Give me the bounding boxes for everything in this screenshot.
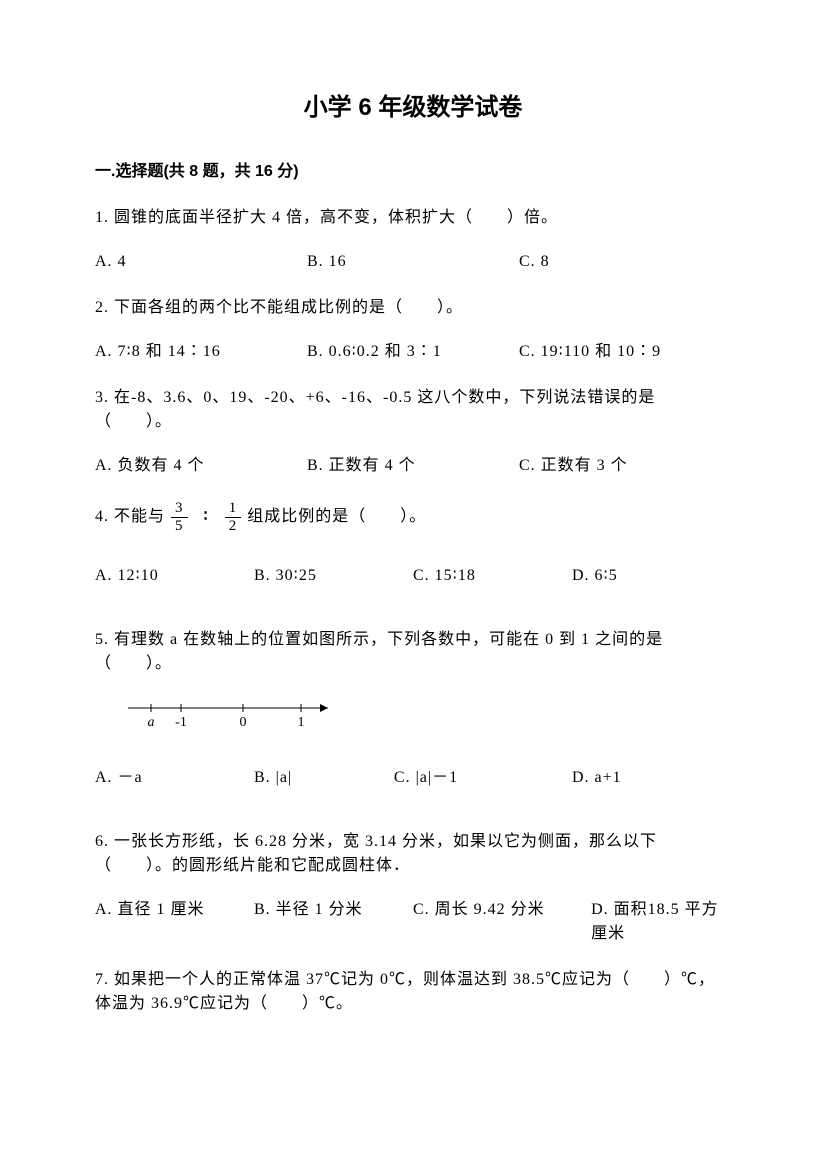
q2-option-a: A. 7∶8 和 14∶16 (95, 340, 307, 364)
q4-option-a: A. 12∶10 (95, 564, 254, 588)
q4-option-c: C. 15∶18 (413, 564, 572, 588)
q2-option-b: B. 0.6∶0.2 和 3∶1 (307, 340, 519, 364)
q4-prefix: 4. 不能与 (95, 505, 165, 529)
q3-options: A. 负数有 4 个 B. 正数有 4 个 C. 正数有 3 个 (95, 454, 731, 478)
question-2: 2. 下面各组的两个比不能组成比例的是（ ）。 A. 7∶8 和 14∶16 B… (95, 296, 731, 364)
q6-option-c: C. 周长 9.42 分米 (413, 898, 591, 946)
q3-option-a: A. 负数有 4 个 (95, 454, 307, 478)
q4-option-b: B. 30∶25 (254, 564, 413, 588)
q4-frac2-den: 2 (225, 518, 242, 535)
q4-frac1-num: 3 (171, 500, 188, 518)
q5-numberline: a -1 0 1 (123, 696, 731, 744)
q4-colon: ∶ (204, 505, 209, 529)
numberline-arrow (320, 704, 328, 712)
q6-option-d: D. 面积18.5 平方厘米 (591, 898, 731, 946)
q2-options: A. 7∶8 和 14∶16 B. 0.6∶0.2 和 3∶1 C. 19∶11… (95, 340, 731, 364)
q4-fraction-2: 1 2 (225, 500, 242, 534)
label-1: 1 (298, 715, 305, 730)
question-6: 6. 一张长方形纸，长 6.28 分米，宽 3.14 分米，如果以它为侧面，那么… (95, 830, 731, 946)
q5-option-b: B. |a| (254, 766, 394, 790)
q1-option-c: C. 8 (519, 250, 731, 274)
numberline-svg: a -1 0 1 (123, 696, 343, 736)
q5-text: 5. 有理数 a 在数轴上的位置如图所示，下列各数中，可能在 0 到 1 之间的… (95, 628, 731, 676)
question-4: 4. 不能与 3 5 ∶ 1 2 组成比例的是（ ）。 A. 12∶10 B. … (95, 500, 731, 588)
q5-options: A. －a B. |a| C. |a|－1 D. a+1 (95, 766, 731, 790)
q5-option-c: C. |a|－1 (394, 766, 572, 790)
q6-text: 6. 一张长方形纸，长 6.28 分米，宽 3.14 分米，如果以它为侧面，那么… (95, 830, 731, 878)
q2-option-c: C. 19∶110 和 10∶9 (519, 340, 731, 364)
q1-option-b: B. 16 (307, 250, 519, 274)
q1-options: A. 4 B. 16 C. 8 (95, 250, 731, 274)
q4-fraction-1: 3 5 (171, 500, 188, 534)
question-3: 3. 在-8、3.6、0、19、-20、+6、-16、-0.5 这八个数中，下列… (95, 386, 731, 478)
q4-suffix: 组成比例的是（ ）。 (247, 505, 426, 529)
q4-options: A. 12∶10 B. 30∶25 C. 15∶18 D. 6∶5 (95, 564, 731, 588)
q4-frac2-num: 1 (225, 500, 242, 518)
section-header: 一.选择题(共 8 题，共 16 分) (95, 160, 731, 184)
q5-option-a: A. －a (95, 766, 254, 790)
q3-option-b: B. 正数有 4 个 (307, 454, 519, 478)
label-a: a (148, 715, 155, 730)
question-1: 1. 圆锥的底面半径扩大 4 倍，高不变，体积扩大（ ）倍。 A. 4 B. 1… (95, 206, 731, 274)
q1-option-a: A. 4 (95, 250, 307, 274)
q6-options: A. 直径 1 厘米 B. 半径 1 分米 C. 周长 9.42 分米 D. 面… (95, 898, 731, 946)
q3-option-c: C. 正数有 3 个 (519, 454, 731, 478)
q4-frac1-den: 5 (171, 518, 188, 535)
question-7: 7. 如果把一个人的正常体温 37℃记为 0℃，则体温达到 38.5℃应记为（ … (95, 968, 731, 1016)
q4-option-d: D. 6∶5 (572, 564, 731, 588)
exam-title: 小学 6 年级数学试卷 (95, 90, 731, 126)
question-5: 5. 有理数 a 在数轴上的位置如图所示，下列各数中，可能在 0 到 1 之间的… (95, 628, 731, 790)
q5-option-d: D. a+1 (572, 766, 731, 790)
q1-text: 1. 圆锥的底面半径扩大 4 倍，高不变，体积扩大（ ）倍。 (95, 206, 731, 230)
q2-text: 2. 下面各组的两个比不能组成比例的是（ ）。 (95, 296, 731, 320)
q7-text: 7. 如果把一个人的正常体温 37℃记为 0℃，则体温达到 38.5℃应记为（ … (95, 968, 731, 1016)
q6-option-b: B. 半径 1 分米 (254, 898, 413, 946)
label-0: 0 (240, 715, 247, 730)
q6-option-a: A. 直径 1 厘米 (95, 898, 254, 946)
q3-text: 3. 在-8、3.6、0、19、-20、+6、-16、-0.5 这八个数中，下列… (95, 386, 731, 434)
label-neg1: -1 (175, 715, 187, 730)
q4-text: 4. 不能与 3 5 ∶ 1 2 组成比例的是（ ）。 (95, 500, 731, 534)
